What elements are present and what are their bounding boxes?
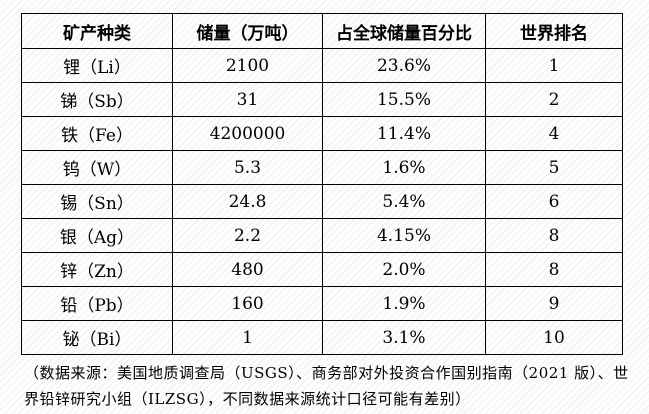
world-rank-cell: 1: [485, 48, 623, 83]
table-row: 锡（Sn） 24.8 5.4% 6: [21, 184, 623, 219]
reserve-value-cell: 2100: [172, 48, 323, 83]
column-header-reserves: 储量（万吨）: [172, 13, 323, 49]
reserve-value-cell: 24.8: [172, 184, 323, 219]
global-share-cell: 3.1%: [322, 320, 486, 355]
mineral-name-cell: 锡（Sn）: [21, 184, 173, 219]
table-row: 铁（Fe） 4200000 11.4% 4: [21, 116, 623, 151]
reserve-value-cell: 2.2: [172, 218, 323, 253]
mineral-name-cell: 铋（Bi）: [21, 320, 173, 355]
mineral-name-cell: 锑（Sb）: [21, 82, 173, 117]
mineral-name-cell: 银（Ag）: [21, 218, 173, 253]
mineral-name-cell: 钨（W）: [21, 150, 173, 185]
table-row: 钨（W） 5.3 1.6% 5: [21, 150, 623, 185]
global-share-cell: 1.6%: [322, 150, 486, 185]
world-rank-cell: 6: [485, 184, 623, 219]
data-source-footnote: （数据来源：美国地质调查局（USGS）、商务部对外投资合作国别指南（2021 版…: [24, 364, 629, 408]
table-row: 银（Ag） 2.2 4.15% 8: [21, 218, 623, 253]
world-rank-cell: 8: [485, 252, 623, 287]
global-share-cell: 11.4%: [322, 116, 486, 151]
reserve-value-cell: 480: [172, 252, 323, 287]
global-share-cell: 4.15%: [322, 218, 486, 253]
global-share-cell: 23.6%: [322, 48, 486, 83]
reserve-value-cell: 160: [172, 286, 323, 321]
global-share-cell: 2.0%: [322, 252, 486, 287]
column-header-world-rank: 世界排名: [485, 13, 623, 49]
table-row: 锌（Zn） 480 2.0% 8: [21, 252, 623, 287]
global-share-cell: 1.9%: [322, 286, 486, 321]
mineral-name-cell: 铁（Fe）: [21, 116, 173, 151]
world-rank-cell: 2: [485, 82, 623, 117]
reserve-value-cell: 5.3: [172, 150, 323, 185]
column-header-global-share: 占全球储量百分比: [322, 13, 486, 49]
table-row: 锂（Li） 2100 23.6% 1: [21, 48, 623, 83]
mineral-name-cell: 锂（Li）: [21, 48, 173, 83]
global-share-cell: 15.5%: [322, 82, 486, 117]
reserve-value-cell: 1: [172, 320, 323, 355]
world-rank-cell: 4: [485, 116, 623, 151]
mineral-table-body: 锂（Li） 2100 23.6% 1 锑（Sb） 31 15.5% 2 铁（Fe） 4200000…: [21, 48, 623, 355]
column-header-mineral-type: 矿产种类: [21, 13, 173, 49]
world-rank-cell: 5: [485, 150, 623, 185]
table-row: 铋（Bi） 1 3.1% 10: [21, 320, 623, 355]
world-rank-cell: 8: [485, 218, 623, 253]
table-row: 锑（Sb） 31 15.5% 2: [21, 82, 623, 117]
global-share-cell: 5.4%: [322, 184, 486, 219]
mineral-name-cell: 锌（Zn）: [21, 252, 173, 287]
mineral-name-cell: 铅（Pb）: [21, 286, 173, 321]
world-rank-cell: 10: [485, 320, 623, 355]
table-header-row: 矿产种类 储量（万吨） 占全球储量百分比 世界排名: [21, 13, 623, 49]
reserve-value-cell: 31: [172, 82, 323, 117]
world-rank-cell: 9: [485, 286, 623, 321]
mineral-reserves-table: 矿产种类 储量（万吨） 占全球储量百分比 世界排名 锂（Li） 2100 23.6%…: [21, 13, 623, 355]
reserve-value-cell: 4200000: [172, 116, 323, 151]
table-row: 铅（Pb） 160 1.9% 9: [21, 286, 623, 321]
